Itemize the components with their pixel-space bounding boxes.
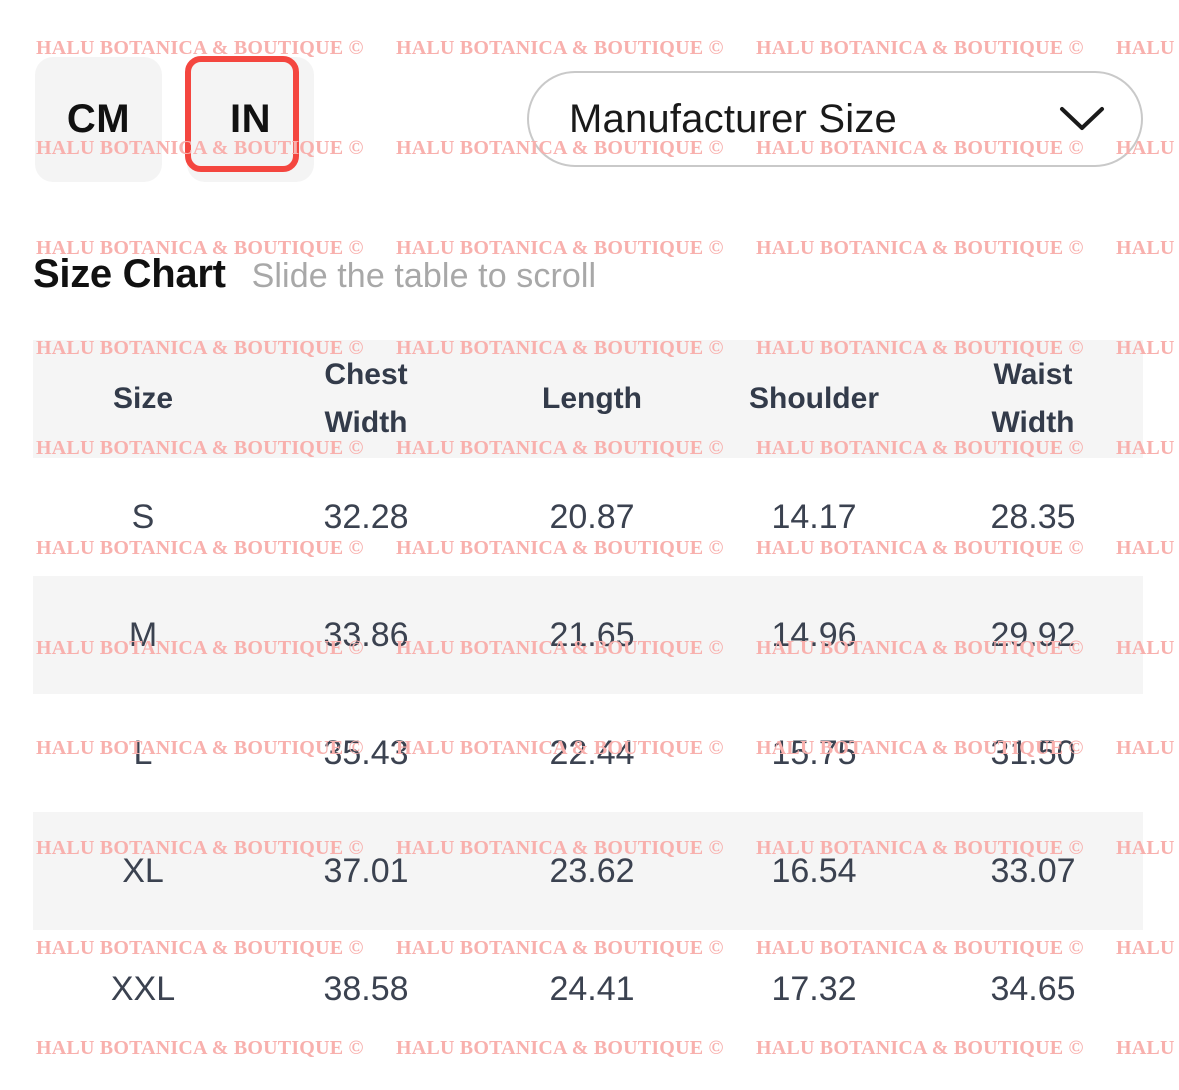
table-row: XXL 38.58 24.41 17.32 34.65	[33, 930, 1143, 1048]
scroll-hint-text: Slide the table to scroll	[251, 257, 597, 295]
cell-shoulder: 16.54	[771, 851, 857, 890]
page-title: Size Chart	[33, 252, 226, 296]
cell-size: XL	[122, 851, 164, 890]
table-header: Size Chest Width Length Shoulder Waist W…	[33, 340, 1143, 458]
cell-chest_width: 33.86	[323, 615, 409, 654]
cell-chest_width: 37.01	[323, 851, 409, 890]
table-header-row: Size Chest Width Length Shoulder Waist W…	[33, 340, 1143, 458]
column-header-shoulder-line-1: Shoulder	[748, 382, 879, 415]
column-header-shoulder: Shoulder	[705, 340, 923, 458]
chart-heading: Size Chart Slide the table to scroll	[33, 252, 596, 297]
unit-button-in[interactable]: IN	[187, 57, 314, 182]
cell-length: 22.44	[549, 733, 635, 772]
cell-chest_width: 38.58	[323, 969, 409, 1008]
chevron-down-icon	[1060, 107, 1104, 130]
cell-length: 20.87	[549, 497, 635, 536]
table-row: M 33.86 21.65 14.96 29.92	[33, 576, 1143, 694]
cell-length: 23.62	[549, 851, 635, 890]
cell-length: 21.65	[549, 615, 635, 654]
cell-chest_width: 35.43	[323, 733, 409, 772]
column-header-waist-width: Waist Width	[923, 340, 1143, 458]
table-body: S 32.28 20.87 14.17 28.35 M 33.86 21.65 14.96 29.…	[33, 458, 1143, 1048]
column-header-length-line-1: Length	[542, 382, 642, 415]
column-header-size-line-1: Size	[112, 382, 174, 415]
cell-size: M	[128, 615, 158, 654]
cell-shoulder: 14.96	[771, 615, 857, 654]
column-header-chest-width-line-1: Chest	[324, 358, 408, 391]
column-header-waist-width-line-1: Waist	[993, 358, 1073, 391]
cell-size: XXL	[110, 969, 176, 1008]
column-header-length: Length	[479, 340, 705, 458]
size-type-dropdown[interactable]: Manufacturer Size	[527, 71, 1143, 167]
unit-button-cm[interactable]: CM	[35, 57, 162, 182]
size-type-dropdown-value: Manufacturer Size	[569, 96, 897, 141]
cell-waist_width: 29.92	[990, 615, 1076, 654]
column-header-chest-width-line-2: Width	[324, 406, 408, 439]
column-header-waist-width-line-2: Width	[991, 406, 1075, 439]
column-header-size: Size	[33, 340, 253, 458]
table-row: XL 37.01 23.62 16.54 33.07	[33, 812, 1143, 930]
size-chart-table: Size Chest Width Length Shoulder Waist W…	[33, 340, 1143, 1048]
cell-chest_width: 32.28	[323, 497, 409, 536]
cell-shoulder: 17.32	[771, 969, 857, 1008]
cell-waist_width: 31.50	[990, 733, 1076, 772]
cell-size: L	[133, 733, 153, 772]
column-header-chest-width: Chest Width	[253, 340, 479, 458]
table-row: L 35.43 22.44 15.75 31.50	[33, 694, 1143, 812]
cell-waist_width: 28.35	[990, 497, 1076, 536]
cell-size: S	[131, 497, 155, 536]
cell-waist_width: 34.65	[990, 969, 1076, 1008]
table-row: S 32.28 20.87 14.17 28.35	[33, 458, 1143, 576]
cell-length: 24.41	[549, 969, 635, 1008]
cell-shoulder: 14.17	[771, 497, 857, 536]
cell-waist_width: 33.07	[990, 851, 1076, 890]
cell-shoulder: 15.75	[771, 733, 857, 772]
